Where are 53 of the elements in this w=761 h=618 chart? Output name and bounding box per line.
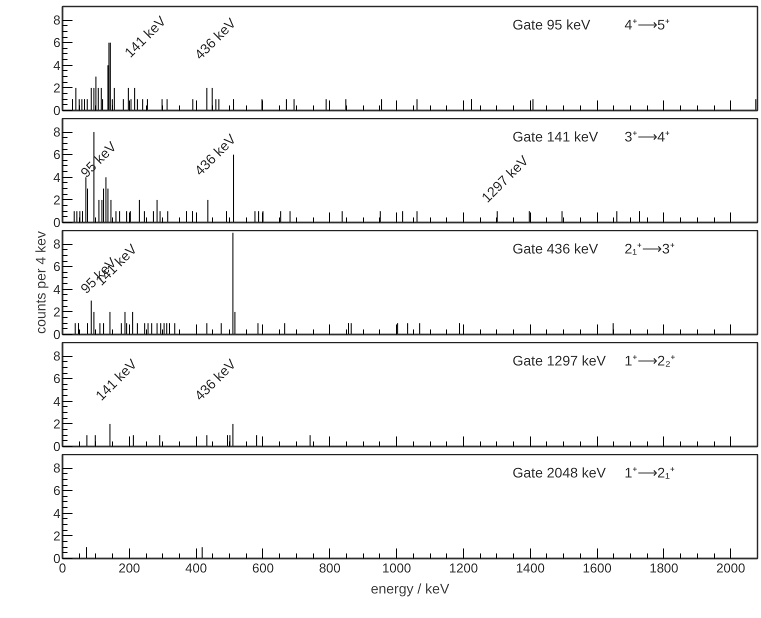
x-tick-label: 1800 xyxy=(649,560,678,576)
y-tick-label: 8 xyxy=(53,348,61,364)
text: 3⁺⟶4⁺ xyxy=(624,128,670,144)
x-tick-label: 600 xyxy=(252,560,274,576)
x-tick-label: 800 xyxy=(318,560,341,576)
x-tick-label: 2000 xyxy=(716,560,746,576)
annotation: 436 keV xyxy=(191,130,240,178)
y-tick-label: 0 xyxy=(53,551,61,566)
text: 4⁺⟶5⁺ xyxy=(624,16,670,32)
y-tick-label: 4 xyxy=(53,506,61,521)
annotation: 141 keV xyxy=(121,12,170,60)
text: Gate 436 keV xyxy=(512,240,599,256)
y-tick-label: 6 xyxy=(53,483,61,498)
y-tick-label: 2 xyxy=(53,304,61,320)
text: Gate 1297 keV xyxy=(512,352,607,368)
y-tick-label: 0 xyxy=(53,327,61,342)
y-tick-label: 8 xyxy=(53,12,61,28)
y-tick-label: 6 xyxy=(53,259,61,274)
y-tick-label: 0 xyxy=(53,103,61,118)
x-tick-label: 200 xyxy=(118,560,140,576)
y-axis-title: counts per 4 kev xyxy=(32,231,48,334)
y-tick-label: 2 xyxy=(53,192,61,208)
y-tick-label: 6 xyxy=(53,35,61,50)
y-tick-label: 6 xyxy=(53,147,61,162)
x-tick-label: 1600 xyxy=(582,560,612,576)
y-tick-label: 8 xyxy=(53,124,61,140)
annotation: 95 keV xyxy=(77,138,120,180)
text: 1⁺⟶2₂⁺ xyxy=(624,352,676,368)
y-tick-label: 2 xyxy=(53,80,61,96)
y-tick-label: 8 xyxy=(53,236,61,252)
y-tick-label: 8 xyxy=(53,460,61,476)
text: Gate 141 keV xyxy=(512,128,599,144)
annotation: 141 keV xyxy=(92,355,140,404)
text: 1⁺⟶2₁⁺ xyxy=(624,464,675,480)
y-tick-label: 6 xyxy=(53,371,61,386)
text: Gate 2048 keV xyxy=(512,464,607,480)
annotation: 436 keV xyxy=(191,355,240,404)
text: 2₁⁺⟶3⁺ xyxy=(624,240,675,256)
y-tick-label: 2 xyxy=(53,416,61,432)
y-tick-label: 4 xyxy=(53,394,61,409)
y-tick-label: 4 xyxy=(53,58,61,73)
x-tick-label: 400 xyxy=(185,560,208,576)
y-tick-label: 2 xyxy=(53,528,61,544)
annotation: 436 keV xyxy=(191,14,240,62)
y-tick-label: 0 xyxy=(53,215,61,230)
y-tick-label: 4 xyxy=(53,170,61,185)
x-axis-title: energy / keV xyxy=(370,580,450,596)
text: Gate 95 keV xyxy=(512,16,591,32)
x-tick-label: 1400 xyxy=(516,560,545,576)
y-tick-label: 0 xyxy=(53,439,61,454)
x-tick-label: 1000 xyxy=(382,560,412,576)
x-tick-label: 1200 xyxy=(449,560,478,576)
y-tick-label: 4 xyxy=(53,282,61,297)
